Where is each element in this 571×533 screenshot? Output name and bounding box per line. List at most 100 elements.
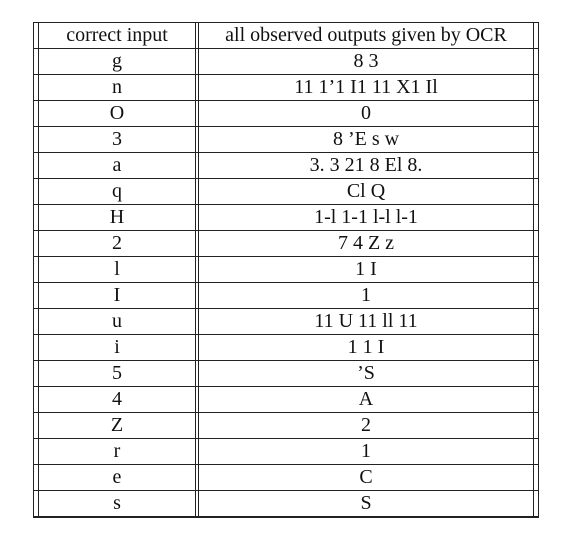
- correct-input-cell: 5: [38, 361, 196, 387]
- header-edge-left: [34, 23, 38, 49]
- row-edge-right: [534, 153, 538, 179]
- ocr-output-cell: 1 1 I: [198, 335, 534, 361]
- row-gap: [196, 283, 198, 309]
- correct-input-cell: a: [38, 153, 196, 179]
- row-edge-right: [534, 257, 538, 283]
- ocr-output-cell: 1 I: [198, 257, 534, 283]
- row-edge-right: [534, 465, 538, 491]
- ocr-output-cell: 0: [198, 101, 534, 127]
- row-edge-right: [534, 205, 538, 231]
- row-edge-left: [34, 283, 38, 309]
- header-correct-input: correct input: [38, 23, 196, 49]
- row-edge-right: [534, 101, 538, 127]
- correct-input-cell: Z: [38, 413, 196, 439]
- row-gap: [196, 49, 198, 75]
- correct-input-cell: r: [38, 439, 196, 465]
- row-edge-left: [34, 75, 38, 101]
- row-gap: [196, 335, 198, 361]
- correct-input-cell: 4: [38, 387, 196, 413]
- ocr-comparison-table: correct input all observed outputs given…: [33, 22, 539, 518]
- row-edge-left: [34, 361, 38, 387]
- row-edge-right: [534, 309, 538, 335]
- row-edge-left: [34, 465, 38, 491]
- row-gap: [196, 387, 198, 413]
- row-edge-right: [534, 361, 538, 387]
- row-gap: [196, 439, 198, 465]
- correct-input-cell: 3: [38, 127, 196, 153]
- row-edge-left: [34, 205, 38, 231]
- row-edge-right: [534, 335, 538, 361]
- correct-input-cell: q: [38, 179, 196, 205]
- correct-input-cell: H: [38, 205, 196, 231]
- row-gap: [196, 491, 198, 517]
- ocr-output-cell: 3. 3 21 8 El 8.: [198, 153, 534, 179]
- row-edge-right: [534, 283, 538, 309]
- ocr-output-cell: 1: [198, 283, 534, 309]
- row-gap: [196, 153, 198, 179]
- ocr-output-cell: 11 1’1 I1 11 X1 Il: [198, 75, 534, 101]
- table-row: n 11 1’1 I1 11 X1 Il: [34, 75, 538, 101]
- ocr-output-cell: ’S: [198, 361, 534, 387]
- row-gap: [196, 231, 198, 257]
- row-edge-left: [34, 179, 38, 205]
- row-gap: [196, 465, 198, 491]
- table-row: u 11 U 11 ll 11: [34, 309, 538, 335]
- header-ocr-outputs: all observed outputs given by OCR: [198, 23, 534, 49]
- correct-input-cell: g: [38, 49, 196, 75]
- row-edge-right: [534, 127, 538, 153]
- row-edge-left: [34, 49, 38, 75]
- header-gap: [196, 23, 198, 49]
- correct-input-cell: n: [38, 75, 196, 101]
- table-row: 5 ’S: [34, 361, 538, 387]
- row-edge-left: [34, 413, 38, 439]
- row-gap: [196, 127, 198, 153]
- row-edge-right: [534, 413, 538, 439]
- row-gap: [196, 205, 198, 231]
- table-row: a 3. 3 21 8 El 8.: [34, 153, 538, 179]
- row-edge-right: [534, 75, 538, 101]
- ocr-output-cell: 11 U 11 ll 11: [198, 309, 534, 335]
- ocr-output-cell: 1-l 1-1 l-l l-1: [198, 205, 534, 231]
- row-edge-left: [34, 387, 38, 413]
- row-gap: [196, 309, 198, 335]
- row-edge-left: [34, 439, 38, 465]
- header-row: correct input all observed outputs given…: [34, 23, 538, 49]
- row-edge-left: [34, 101, 38, 127]
- table-row: H 1-l 1-1 l-l l-1: [34, 205, 538, 231]
- ocr-output-cell: S: [198, 491, 534, 517]
- ocr-output-cell: A: [198, 387, 534, 413]
- row-gap: [196, 257, 198, 283]
- ocr-comparison-table-container: correct input all observed outputs given…: [33, 22, 539, 518]
- row-edge-left: [34, 335, 38, 361]
- row-edge-right: [534, 231, 538, 257]
- row-edge-right: [534, 49, 538, 75]
- correct-input-cell: l: [38, 257, 196, 283]
- ocr-output-cell: 1: [198, 439, 534, 465]
- row-edge-left: [34, 231, 38, 257]
- ocr-output-cell: C: [198, 465, 534, 491]
- row-edge-left: [34, 257, 38, 283]
- row-gap: [196, 413, 198, 439]
- header-edge-right: [534, 23, 538, 49]
- ocr-output-cell: 8 3: [198, 49, 534, 75]
- row-edge-right: [534, 439, 538, 465]
- correct-input-cell: i: [38, 335, 196, 361]
- row-edge-left: [34, 491, 38, 517]
- row-gap: [196, 101, 198, 127]
- ocr-output-cell: 2: [198, 413, 534, 439]
- row-edge-left: [34, 153, 38, 179]
- ocr-output-cell: 7 4 Z z: [198, 231, 534, 257]
- ocr-output-cell: 8 ’E s w: [198, 127, 534, 153]
- correct-input-cell: I: [38, 283, 196, 309]
